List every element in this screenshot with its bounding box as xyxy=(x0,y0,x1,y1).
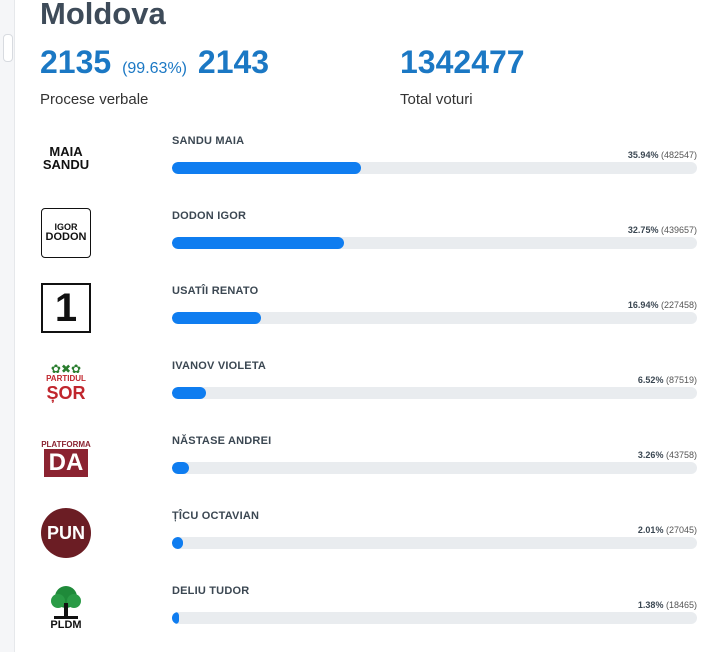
number-one-logo: 1 xyxy=(40,282,92,334)
maia-sandu-logo: MAIA SANDU xyxy=(42,144,90,172)
candidate-result: 16.94% (227458) xyxy=(627,300,697,310)
scroll-handle[interactable] xyxy=(3,34,13,62)
platforma-da-logo: PLATFORMA DA xyxy=(41,439,91,477)
result-bar-fill xyxy=(172,462,190,474)
counted-percent: (99.63%) xyxy=(122,60,187,77)
result-bar-fill xyxy=(172,612,180,624)
result-bar-fill xyxy=(172,237,344,249)
partidul-sor-logo: ✿✖✿ PARTIDUL ȘOR xyxy=(46,362,86,403)
candidate-row: MAIA SANDU SANDU MAIA 35.94% (482547) xyxy=(40,132,700,207)
pun-logo: PUN xyxy=(40,507,92,559)
candidate-name: SANDU MAIA xyxy=(172,135,245,147)
igor-dodon-logo: IGOR DODON xyxy=(40,207,92,259)
counted-value: 2135 xyxy=(40,44,112,80)
candidate-row: PLDM DELIU TUDOR 1.38% (18465) xyxy=(40,582,700,657)
result-bar-fill xyxy=(172,162,361,174)
candidate-result: 35.94% (482547) xyxy=(627,150,697,160)
stats-summary: 2135 (99.63%) 2143 Procese verbale 13424… xyxy=(40,44,680,114)
candidate-result: 3.26% (43758) xyxy=(637,450,697,460)
page-title: Moldova xyxy=(40,0,166,31)
candidate-name: USATÎI RENATO xyxy=(172,285,259,297)
total-votes: 1342477 xyxy=(400,44,525,80)
result-bar-track xyxy=(172,537,697,549)
result-bar-track xyxy=(172,312,697,324)
candidate-name: IVANOV VIOLETA xyxy=(172,360,267,372)
result-bar-track xyxy=(172,387,697,399)
result-bar-track xyxy=(172,162,697,174)
candidate-name: ȚÎCU OCTAVIAN xyxy=(172,510,260,522)
candidate-row: PUN ȚÎCU OCTAVIAN 2.01% (27045) xyxy=(40,507,700,582)
candidate-result: 32.75% (439657) xyxy=(627,225,697,235)
candidate-row: ✿✖✿ PARTIDUL ȘOR IVANOV VIOLETA 6.52% (8… xyxy=(40,357,700,432)
candidate-name: DODON IGOR xyxy=(172,210,247,222)
result-bar-fill xyxy=(172,312,261,324)
candidate-row: PLATFORMA DA NĂSTASE ANDREI 3.26% (43758… xyxy=(40,432,700,507)
tree-icon xyxy=(51,586,81,619)
counted-label: Procese verbale xyxy=(40,91,149,108)
result-bar-track xyxy=(172,237,697,249)
candidate-result: 6.52% (87519) xyxy=(637,375,697,385)
candidate-row: 1 USATÎI RENATO 16.94% (227458) xyxy=(40,282,700,357)
result-bar-fill xyxy=(172,387,207,399)
candidate-name: DELIU TUDOR xyxy=(172,585,250,597)
ornament-icon: ✿✖✿ xyxy=(50,362,82,376)
candidate-name: NĂSTASE ANDREI xyxy=(172,435,272,447)
candidate-result: 2.01% (27045) xyxy=(637,525,697,535)
left-rail xyxy=(0,0,15,652)
total-reports: 2143 xyxy=(197,44,270,80)
total-votes-label: Total voturi xyxy=(400,91,473,108)
candidate-row: IGOR DODON DODON IGOR 32.75% (439657) xyxy=(40,207,700,282)
result-bar-track xyxy=(172,612,697,624)
result-bar-fill xyxy=(172,537,183,549)
result-bar-track xyxy=(172,462,697,474)
pldm-logo: PLDM xyxy=(40,582,92,634)
counted-reports: 2135 (99.63%) 2143 xyxy=(40,44,269,81)
candidate-result: 1.38% (18465) xyxy=(637,600,697,610)
